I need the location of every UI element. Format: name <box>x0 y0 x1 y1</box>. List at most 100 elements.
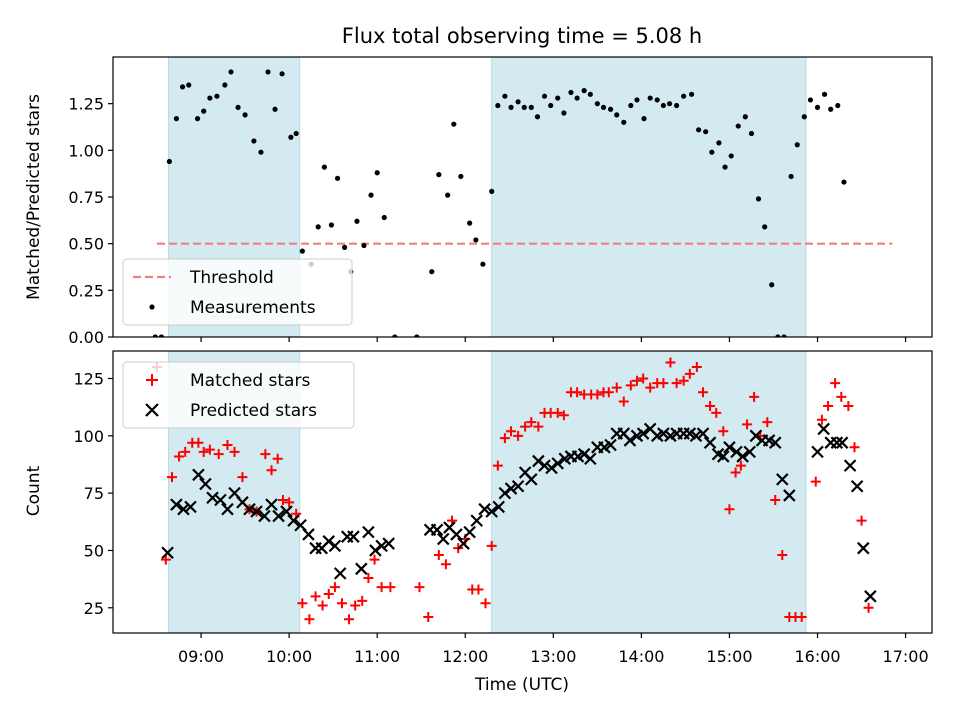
bottom-predicted-star-point <box>830 436 844 449</box>
bottom-matched-star-point <box>180 446 191 457</box>
bottom-predicted-star-point <box>783 489 796 502</box>
bottom-predicted-star-point <box>723 441 736 454</box>
bottom-matched-star-point <box>742 419 753 430</box>
bottom-predicted-star-point <box>511 479 525 493</box>
bottom-predicted-star-point <box>689 429 703 443</box>
bottom-predicted-star-point <box>302 528 315 541</box>
top-measurement-point <box>502 93 508 99</box>
x-tick-label: 12:00 <box>442 647 488 666</box>
bottom-matched-star-point <box>440 559 451 570</box>
bottom-axes-frame <box>112 350 933 634</box>
bottom-matched-star-point <box>810 476 821 487</box>
bottom-matched-star-point <box>558 410 569 421</box>
top-y-tick-label: 1.00 <box>68 141 104 160</box>
bottom-predicted-star-point <box>850 479 864 493</box>
bottom-matched-star-point <box>684 368 695 379</box>
top-measurement-point <box>528 104 534 110</box>
bottom-predicted-star-point <box>835 436 849 449</box>
bottom-predicted-star-point <box>272 509 285 523</box>
top-measurement-point <box>681 93 687 99</box>
top-measurement-point <box>801 114 807 120</box>
bottom-legend: Matched stars Predicted stars <box>122 361 355 429</box>
bottom-predicted-star-point <box>192 468 205 482</box>
top-measurement-point <box>674 102 680 109</box>
top-measurement-point <box>600 104 607 110</box>
bottom-predicted-star-point <box>450 528 463 541</box>
top-measurement-point <box>222 82 228 88</box>
bottom-matched-star-point <box>836 391 847 402</box>
bottom-matched-star-point <box>711 407 722 418</box>
bottom-matched-star-point <box>414 582 425 593</box>
bottom-matched-star-point <box>572 387 583 398</box>
bottom-legend-label: Predicted stars <box>190 401 317 421</box>
top-measurement-point <box>587 91 593 97</box>
top-y-axis-label: Matched/Predicted stars <box>24 94 44 300</box>
bottom-matched-star-point <box>229 446 240 457</box>
bottom-matched-star-point <box>204 444 215 455</box>
bottom-y-axis-label: Count <box>24 465 44 516</box>
top-measurement-point <box>647 95 653 101</box>
bottom-matched-star-point <box>198 446 209 457</box>
top-measurement-point <box>660 102 667 109</box>
bottom-predicted-star-point <box>703 436 717 449</box>
top-measurement-point <box>489 188 495 194</box>
bottom-matched-star-point <box>724 504 735 515</box>
bottom-legend-predicted-swatch <box>145 403 159 417</box>
bottom-predicted-star-point <box>768 436 782 449</box>
top-measurement-point <box>235 104 241 110</box>
bottom-matched-star-point <box>843 401 854 412</box>
top-measurement-point <box>186 82 192 88</box>
bottom-matched-star-point <box>284 497 295 508</box>
top-measurement-point <box>654 97 660 103</box>
top-measurement-point <box>828 106 834 112</box>
bottom-predicted-star-point <box>322 535 336 548</box>
top-measurement-point <box>521 104 527 110</box>
top-y-tick-label: 1.25 <box>68 95 104 114</box>
top-measurement-point <box>634 97 640 103</box>
bottom-predicted-star-point <box>551 457 565 470</box>
top-measurement-point <box>568 89 574 96</box>
bottom-predicted-star-point <box>375 539 388 553</box>
top-measurement-point <box>473 237 479 243</box>
bottom-predicted-star-point <box>498 486 512 500</box>
top-measurement-point <box>381 214 387 221</box>
top-measurement-point <box>641 116 647 122</box>
bottom-matched-star-point <box>272 453 283 464</box>
bottom-matched-star-point <box>167 472 178 483</box>
bottom-predicted-star-point <box>355 562 368 576</box>
bottom-predicted-star-point <box>221 502 234 516</box>
bottom-predicted-star-point <box>623 434 637 447</box>
bottom-matched-star-point <box>552 407 563 418</box>
bottom-matched-star-point <box>193 437 204 448</box>
top-measurement-point <box>272 106 278 112</box>
x-tick-label: 09:00 <box>178 647 224 666</box>
bottom-matched-star-point <box>698 387 709 398</box>
bottom-predicted-star-point <box>258 509 271 523</box>
top-measurement-point <box>835 102 841 109</box>
bottom-matched-star-point <box>777 550 788 561</box>
top-measurement-point <box>555 95 561 101</box>
bottom-matched-star-point <box>473 584 484 595</box>
bottom-matched-star-point <box>671 378 682 389</box>
bottom-matched-star-point <box>638 373 649 384</box>
top-measurement-point <box>374 170 380 176</box>
bottom-predicted-star-point <box>470 514 483 527</box>
top-plot-area <box>152 57 893 337</box>
top-measurement-point <box>201 108 207 114</box>
bottom-predicted-star-point <box>843 459 857 472</box>
top-measurement-point <box>794 142 800 148</box>
x-tick-label: 17:00 <box>883 647 929 666</box>
bottom-matched-star-point <box>863 602 874 613</box>
bottom-predicted-star-point <box>730 445 743 459</box>
x-tick-label: 10:00 <box>266 647 312 666</box>
top-measurement-point <box>607 106 614 112</box>
top-measurement-point <box>594 101 600 107</box>
bottom-predicted-star-point <box>538 459 551 472</box>
bottom-y-tick-label: 100 <box>73 427 104 446</box>
bottom-predicted-star-point <box>749 429 763 443</box>
top-measurement-point <box>628 102 634 109</box>
top-measurement-point <box>392 334 398 337</box>
bottom-matched-star-point <box>665 357 676 368</box>
bottom-matched-star-point <box>611 382 622 393</box>
